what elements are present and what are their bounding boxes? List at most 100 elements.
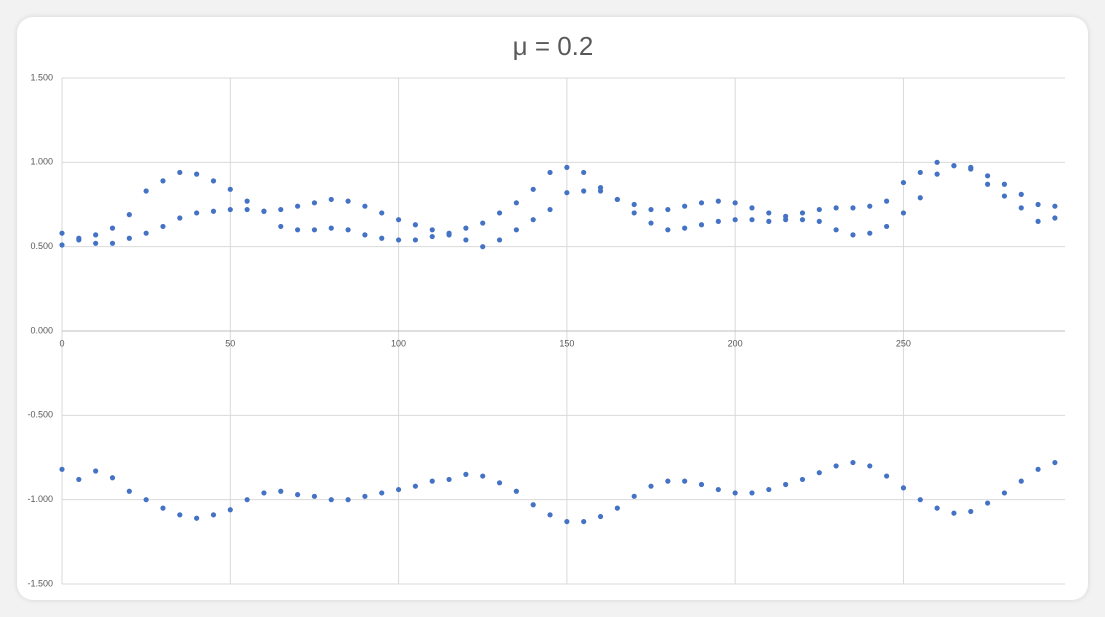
scatter-point	[665, 478, 671, 484]
scatter-point	[93, 468, 99, 474]
scatter-point	[749, 490, 755, 496]
scatter-point	[934, 171, 940, 177]
scatter-point	[379, 490, 385, 496]
scatter-point	[665, 206, 671, 213]
scatter-point	[1035, 466, 1041, 472]
scatter-point	[833, 205, 839, 211]
scatter-point	[379, 210, 385, 216]
scatter-point	[850, 459, 856, 466]
scatter-point	[614, 505, 620, 511]
scatter-point	[109, 475, 116, 481]
scatter-point	[93, 240, 99, 246]
scatter-point	[463, 225, 469, 231]
scatter-point	[900, 179, 907, 186]
scatter-point	[446, 232, 452, 238]
scatter-point	[194, 171, 200, 177]
scatter-point	[682, 203, 688, 209]
scatter-point	[160, 505, 166, 511]
scatter-point	[59, 230, 65, 236]
scatter-point	[59, 466, 65, 472]
scatter-point	[1001, 193, 1008, 199]
scatter-point	[951, 510, 957, 516]
scatter-point	[496, 480, 503, 486]
scatter-point	[749, 217, 755, 223]
scatter-point	[76, 235, 82, 241]
scatter-point	[547, 169, 553, 176]
scatter-point	[1001, 181, 1008, 187]
scatter-point	[648, 483, 654, 489]
scatter-point	[648, 220, 654, 226]
scatter-point	[513, 488, 519, 494]
scatter-point	[412, 237, 419, 243]
scatter-point	[446, 476, 452, 483]
scatter-point	[379, 235, 385, 241]
scatter-point	[126, 488, 132, 494]
scatter-point	[463, 471, 469, 477]
scatter-point	[362, 232, 368, 238]
scatter-point	[564, 164, 570, 170]
scatter-point	[227, 186, 233, 192]
scatter-point	[900, 210, 907, 216]
scatter-point	[648, 206, 654, 213]
scatter-point	[480, 244, 486, 250]
scatter-point	[76, 476, 82, 483]
scatter-point	[581, 518, 587, 525]
scatter-point	[766, 210, 772, 216]
scatter-point	[850, 232, 856, 238]
scatter-point	[597, 185, 604, 191]
scatter-point	[311, 227, 318, 233]
scatter-point	[867, 203, 873, 209]
scatter-point	[715, 218, 721, 224]
scatter-point	[362, 203, 368, 209]
scatter-point	[984, 181, 991, 187]
scatter-point	[210, 178, 217, 184]
scatter-point	[698, 200, 705, 206]
scatter-point	[1052, 459, 1058, 466]
scatter-point	[631, 493, 637, 499]
scatter-point	[715, 198, 721, 204]
scatter-point	[968, 164, 974, 170]
scatter-point	[884, 473, 890, 479]
scatter-point	[614, 196, 620, 203]
chart-title: μ = 0.2	[513, 31, 594, 61]
scatter-point	[429, 233, 435, 240]
scatter-point	[210, 208, 217, 214]
scatter-point	[530, 186, 536, 192]
scatter-point	[362, 493, 368, 499]
scatter-point	[345, 198, 351, 204]
x-tick-label: 50	[225, 338, 235, 348]
scatter-point	[917, 497, 923, 503]
scatter-point	[345, 227, 351, 233]
y-tick-label: -0.500	[27, 410, 53, 420]
scatter-point	[682, 478, 688, 484]
scatter-point	[429, 227, 435, 233]
scatter-point	[631, 201, 637, 208]
scatter-point	[278, 206, 284, 213]
scatter-point	[244, 206, 250, 213]
scatter-point	[227, 206, 233, 213]
scatter-point	[244, 198, 250, 204]
scatter-point	[1035, 201, 1041, 208]
scatter-point	[968, 508, 974, 515]
chart-card	[17, 17, 1088, 600]
x-tick-label: 0	[59, 338, 64, 348]
scatter-point	[816, 206, 822, 213]
scatter-point	[547, 512, 553, 518]
scatter-point	[799, 210, 806, 216]
scatter-point	[833, 227, 839, 233]
scatter-point	[732, 217, 738, 223]
scatter-point	[59, 242, 65, 248]
scatter-point	[328, 497, 334, 503]
scatter-point	[1052, 203, 1058, 209]
scatter-point	[1052, 215, 1058, 221]
scatter-point	[496, 210, 503, 216]
scatter-point	[480, 220, 486, 226]
scatter-point	[581, 188, 587, 194]
scatter-point	[480, 473, 486, 479]
scatter-point	[1018, 191, 1024, 197]
scatter-point	[261, 208, 267, 214]
scatter-point	[177, 512, 183, 518]
y-tick-label: 0.000	[30, 325, 53, 335]
scatter-point	[900, 485, 907, 491]
scatter-point	[194, 210, 200, 216]
